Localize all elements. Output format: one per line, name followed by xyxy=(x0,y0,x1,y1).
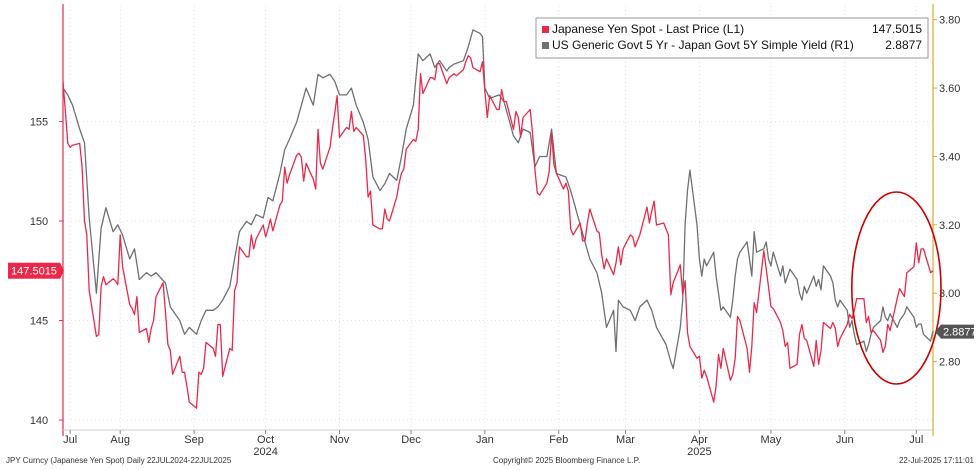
yen-last-value-text: 147.5015 xyxy=(11,266,57,278)
x-tick-label: Feb xyxy=(549,434,568,446)
right-tick-label: 3.20 xyxy=(939,220,960,232)
right-axis-ticks: 2.80 3.00 3.20 3.40 3.60 3.80 xyxy=(933,15,960,369)
x-tick-label: Aug xyxy=(110,434,130,446)
legend-swatch xyxy=(542,26,549,33)
legend: Japanese Yen Spot - Last Price (L1) 147.5… xyxy=(535,17,929,59)
legend-series-name: Japanese Yen Spot - Last Price (L1) xyxy=(552,22,744,36)
left-tick-label: 155 xyxy=(30,116,48,128)
x-tick-label: May xyxy=(761,434,782,446)
x-tick-label: Jul xyxy=(63,434,77,446)
gridlines xyxy=(63,6,933,430)
spread-last-value-tag xyxy=(935,324,974,339)
x-axis-ticks: Jul Aug Sep Oct Nov Dec Jan Feb Mar Apr May Jun Jul xyxy=(63,430,923,446)
x-tick-label: Dec xyxy=(401,434,421,446)
series-line-spread xyxy=(62,29,934,370)
legend-last-value: 2.8877 xyxy=(885,38,922,52)
x-tick-label: Apr xyxy=(691,434,708,446)
x-tick-label: Sep xyxy=(184,434,204,446)
legend-box xyxy=(535,17,929,59)
legend-swatch xyxy=(542,42,549,49)
last-value-tags: 147.5015 2.8877 xyxy=(8,262,976,339)
x-tick-label: Mar xyxy=(616,434,635,446)
yen-tag-pointer xyxy=(60,262,64,279)
left-tick-label: 145 xyxy=(30,316,48,328)
legend-last-value: 147.5015 xyxy=(872,22,922,36)
legend-series-name: US Generic Govt 5 Yr - Japan Govt 5Y Sim… xyxy=(552,38,854,52)
x-tick-label: Oct xyxy=(257,434,274,446)
left-tick-label: 150 xyxy=(30,216,48,228)
right-tick-label: 2.80 xyxy=(939,357,960,369)
left-tick-label: 140 xyxy=(30,415,48,427)
year-labels: 2024 2025 xyxy=(253,446,711,458)
x-tick-label: Jun xyxy=(836,434,854,446)
right-tick-label: 3.40 xyxy=(939,151,960,163)
series-line-yen xyxy=(62,55,934,409)
right-tick-label: 3.00 xyxy=(939,288,960,300)
x-tick-label: Jan xyxy=(476,434,494,446)
spread-last-value-text: 2.8877 xyxy=(943,327,976,339)
year-label: 2025 xyxy=(687,446,711,458)
x-tick-label: Nov xyxy=(330,434,350,446)
year-label: 2024 xyxy=(253,446,277,458)
yen-last-value-tag xyxy=(8,262,60,279)
left-axis-ticks: 140 145 150 155 xyxy=(30,116,63,427)
right-tick-label: 3.60 xyxy=(939,83,960,95)
x-tick-label: Jul xyxy=(909,434,923,446)
right-tick-label: 3.80 xyxy=(939,15,960,27)
footer-center: Copyright© 2025 Bloomberg Finance L.P. xyxy=(493,456,641,465)
highlight-ellipse xyxy=(851,191,942,385)
footer-right: 22-Jul-2025 17:11:01 xyxy=(898,456,974,465)
footer-left: JPY Curncy (Japanese Yen Spot) Daily 22J… xyxy=(6,456,232,465)
